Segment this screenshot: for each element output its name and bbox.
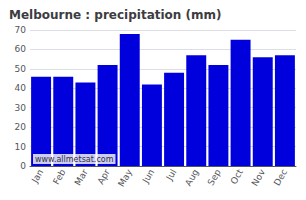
svg-text:Feb: Feb: [51, 167, 68, 186]
svg-text:Sep: Sep: [206, 167, 223, 187]
svg-text:40: 40: [15, 83, 27, 93]
svg-text:30: 30: [15, 103, 27, 113]
svg-text:Apr: Apr: [95, 167, 112, 186]
svg-text:Oct: Oct: [228, 167, 245, 186]
svg-text:50: 50: [15, 64, 27, 74]
svg-text:60: 60: [15, 44, 27, 54]
svg-text:Melbourne : precipitation (mm): Melbourne : precipitation (mm): [9, 8, 222, 22]
svg-text:May: May: [116, 167, 134, 189]
svg-text:10: 10: [15, 142, 27, 152]
svg-text:www.allmetsat.com: www.allmetsat.com: [35, 155, 114, 164]
svg-text:70: 70: [15, 25, 27, 35]
svg-text:Mar: Mar: [73, 167, 90, 187]
svg-text:20: 20: [15, 122, 27, 132]
svg-text:Jan: Jan: [29, 167, 45, 185]
svg-text:Dec: Dec: [272, 167, 289, 187]
svg-text:Aug: Aug: [183, 167, 200, 187]
svg-text:Nov: Nov: [250, 167, 268, 188]
svg-text:Jun: Jun: [140, 167, 156, 185]
svg-text:Jul: Jul: [164, 167, 179, 182]
svg-text:0: 0: [20, 161, 26, 171]
